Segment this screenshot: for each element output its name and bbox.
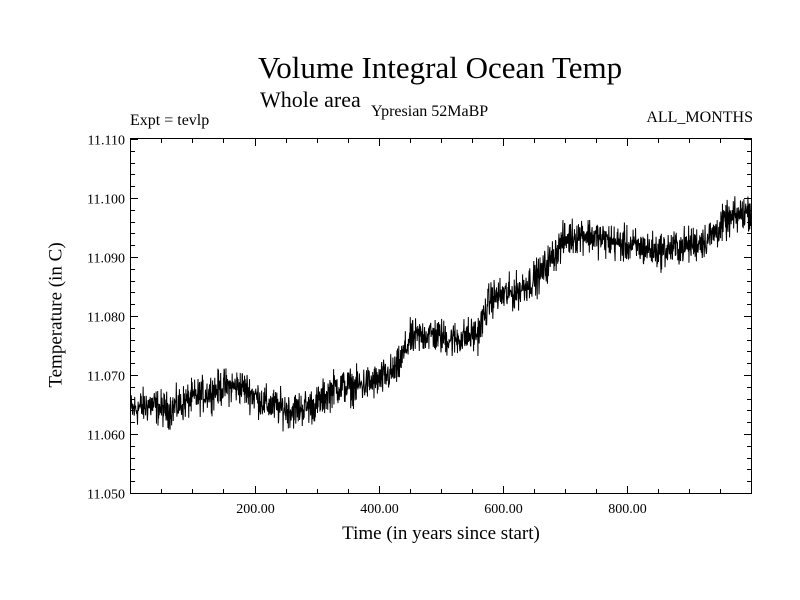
experiment-label: Expt = tevlp (130, 112, 210, 129)
chart-subtitle: Whole area (260, 87, 361, 112)
period-label: Ypresian 52MaBP (371, 103, 489, 120)
chart-title: Volume Integral Ocean Temp (257, 50, 623, 85)
y-tick-label: 11.080 (87, 311, 125, 326)
x-tick-label: 400.00 (360, 502, 399, 517)
y-tick-label: 11.100 (87, 193, 125, 208)
x-axis-label: Time (in years since start) (342, 523, 540, 544)
y-tick-label: 11.070 (87, 370, 125, 385)
y-tick-label: 11.050 (87, 488, 125, 503)
x-tick-label: 800.00 (608, 502, 647, 517)
y-tick-label: 11.090 (87, 252, 125, 267)
season-label: ALL_MONTHS (646, 109, 753, 126)
axes-group: 11.050 11.060 11.070 11.080 11.090 11.100 11.1… (87, 134, 751, 517)
y-tick-label: 11.060 (87, 429, 125, 444)
plot-frame (130, 138, 752, 494)
y-tick-label: 11.110 (88, 134, 125, 149)
series-group (130, 196, 752, 432)
x-tick-label: 600.00 (484, 502, 523, 517)
x-tick-label: 200.00 (236, 502, 275, 517)
series-line (130, 196, 752, 432)
